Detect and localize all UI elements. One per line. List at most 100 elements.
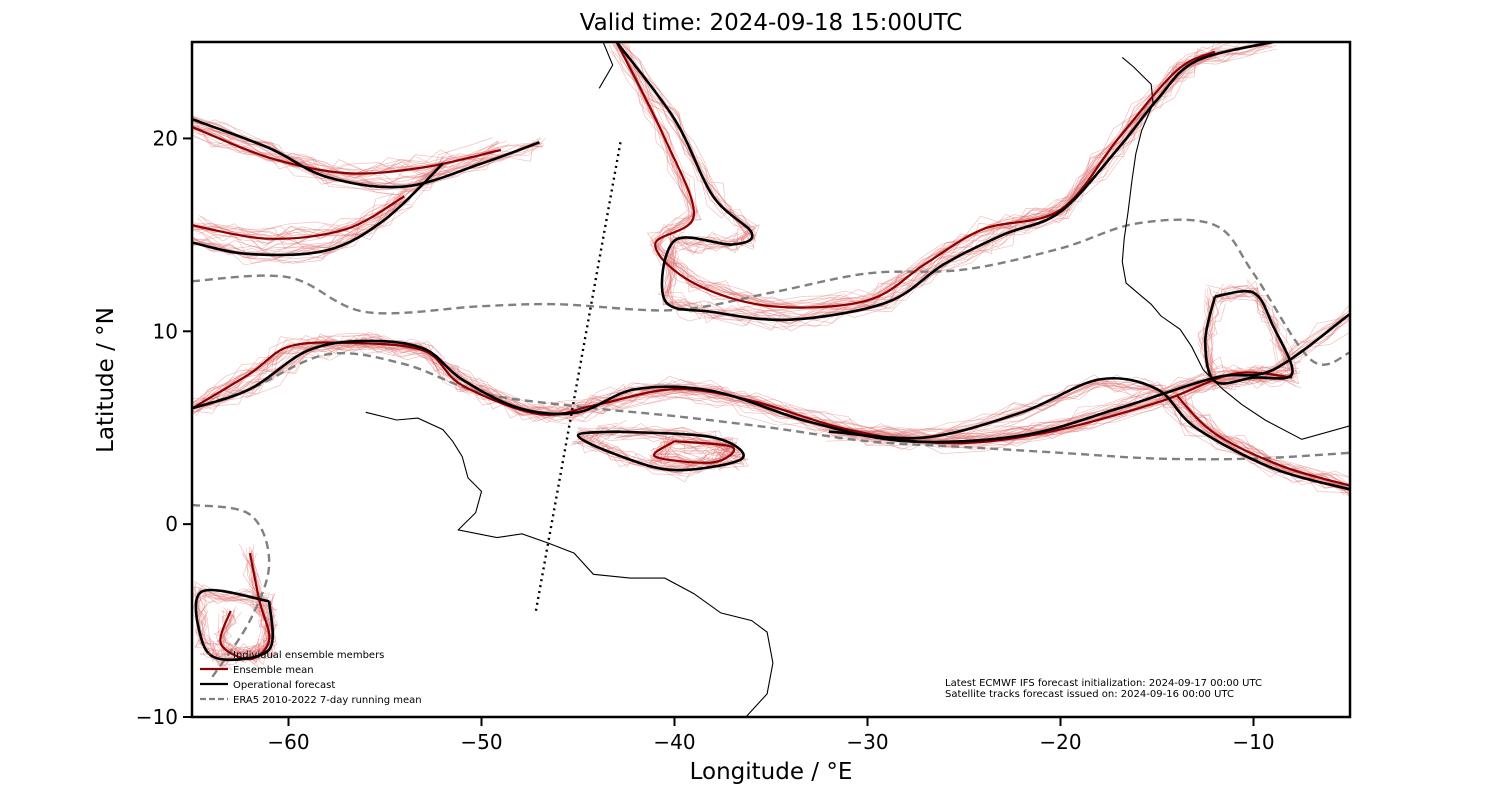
ensemble-member-line: [192, 196, 401, 245]
ensemble-member-line: [192, 318, 1350, 441]
ensemble-mean-line: [192, 125, 502, 175]
ensemble-member-line: [221, 551, 271, 660]
ensemble-member-line: [194, 335, 1300, 449]
ensemble-member-line: [1202, 286, 1299, 387]
plot-title: Valid time: 2024-09-18 15:00UTC: [579, 10, 963, 36]
ensemble-member-line: [195, 118, 541, 185]
ensemble-member-line: [580, 427, 744, 474]
ensemble-member-line: [823, 376, 1350, 495]
operational-forecast-line: [1204, 289, 1294, 385]
ensemble-member-line: [650, 438, 732, 471]
ensemble-member-line: [192, 313, 1350, 447]
ensemble-member-line: [192, 128, 494, 184]
ensemble-member-line: [192, 340, 1296, 446]
forecast-note: Latest ECMWF IFS forecast initialization…: [945, 678, 1262, 689]
ensemble-member-line: [222, 544, 271, 668]
ensemble-member-line: [198, 132, 495, 178]
ensemble-member-line: [192, 169, 442, 255]
ensemble-member-line: [192, 114, 541, 187]
ensemble-member-lines: [192, 42, 1350, 671]
ensemble-member-line: [198, 187, 410, 244]
ensemble-member-line: [192, 135, 499, 176]
y-tick-label: −10: [136, 705, 178, 729]
x-tick-label: −20: [1039, 730, 1081, 754]
ensemble-member-line: [838, 384, 1345, 496]
operational-forecast-line: [828, 376, 1350, 491]
ensemble-member-line: [660, 432, 737, 472]
ensemble-member-line: [194, 339, 1295, 447]
ensemble-member-line: [192, 168, 434, 266]
ensemble-member-line: [195, 594, 278, 671]
ensemble-member-line: [1202, 283, 1298, 392]
ensemble-member-line: [194, 339, 1301, 440]
ensemble-member-line: [192, 119, 541, 196]
ensemble-member-line: [576, 427, 742, 474]
ensemble-member-line: [192, 160, 445, 260]
ensemble-member-line: [192, 201, 406, 250]
ensemble-member-line: [195, 313, 1346, 446]
ensemble-member-line: [192, 151, 449, 264]
ensemble-member-line: [192, 129, 506, 178]
operational-forecast-line: [576, 430, 745, 472]
ensemble-member-line: [612, 42, 1277, 328]
x-axis-ticks: −60 −50 −40 −30 −20 −10: [267, 717, 1275, 754]
y-axis-ticks: 20 10 0 −10: [136, 126, 192, 729]
operational-forecast-line: [192, 162, 444, 257]
ensemble-member-line: [192, 123, 545, 192]
legend-label: ERA5 2010-2022 7-day running mean: [233, 695, 422, 706]
ensemble-member-line: [613, 45, 1219, 308]
axes-frame: [190, 40, 1352, 719]
coastline: [365, 411, 774, 717]
ensemble-member-line: [825, 381, 1350, 497]
ensemble-member-line: [658, 431, 728, 466]
ensemble-member-line: [192, 166, 440, 264]
ensemble-member-line: [192, 127, 507, 183]
forecast-notes: Latest ECMWF IFS forecast initialization…: [945, 678, 1262, 700]
ensemble-member-line: [194, 581, 274, 670]
ensemble-member-line: [192, 121, 543, 188]
ensemble-member-line: [192, 168, 440, 260]
ensemble-member-line: [192, 340, 1288, 447]
operational-forecast-lines: [192, 42, 1350, 661]
ensemble-member-line: [575, 419, 739, 469]
ensemble-member-line: [197, 196, 402, 239]
x-tick-label: −40: [653, 730, 695, 754]
ensemble-member-line: [193, 584, 273, 670]
ensemble-member-line: [192, 318, 1350, 442]
ensemble-member-line: [1171, 400, 1350, 486]
ensemble-member-line: [192, 315, 1344, 442]
ensemble-member-line: [570, 426, 750, 469]
ensemble-mean-line: [219, 552, 271, 661]
era5-mean-lines: [192, 218, 1350, 680]
ensemble-member-line: [1182, 388, 1350, 493]
ensemble-member-line: [220, 552, 278, 663]
ensemble-member-line: [621, 42, 1221, 316]
ensemble-member-line: [192, 134, 510, 179]
ensemble-member-line: [1174, 391, 1350, 492]
legend-label: Operational forecast: [233, 680, 335, 691]
coastline: [1121, 56, 1350, 440]
ensemble-member-line: [1197, 286, 1294, 390]
ensemble-member-line: [619, 42, 1254, 325]
ensemble-member-line: [1174, 396, 1350, 487]
y-axis-label: Latitude / °N: [93, 307, 119, 453]
ensemble-member-line: [192, 163, 441, 254]
ensemble-member-line: [193, 343, 1288, 444]
ensemble-member-line: [576, 426, 743, 471]
ensemble-member-line: [652, 434, 735, 467]
ensemble-member-line: [196, 319, 1350, 445]
x-tick-label: −30: [846, 730, 888, 754]
ensemble-member-line: [649, 430, 734, 466]
ensemble-member-line: [1202, 288, 1292, 387]
x-tick-label: −50: [460, 730, 502, 754]
legend-label: Individual ensemble members: [233, 650, 384, 661]
ensemble-member-line: [200, 311, 1350, 450]
x-tick-label: −60: [267, 730, 309, 754]
era5-line: [192, 503, 271, 680]
satellite-track-line: [534, 142, 622, 614]
ensemble-member-line: [192, 155, 453, 261]
y-tick-label: 10: [153, 319, 178, 343]
forecast-note: Satellite tracks forecast issued on: 202…: [945, 689, 1234, 700]
x-tick-label: −10: [1232, 730, 1274, 754]
